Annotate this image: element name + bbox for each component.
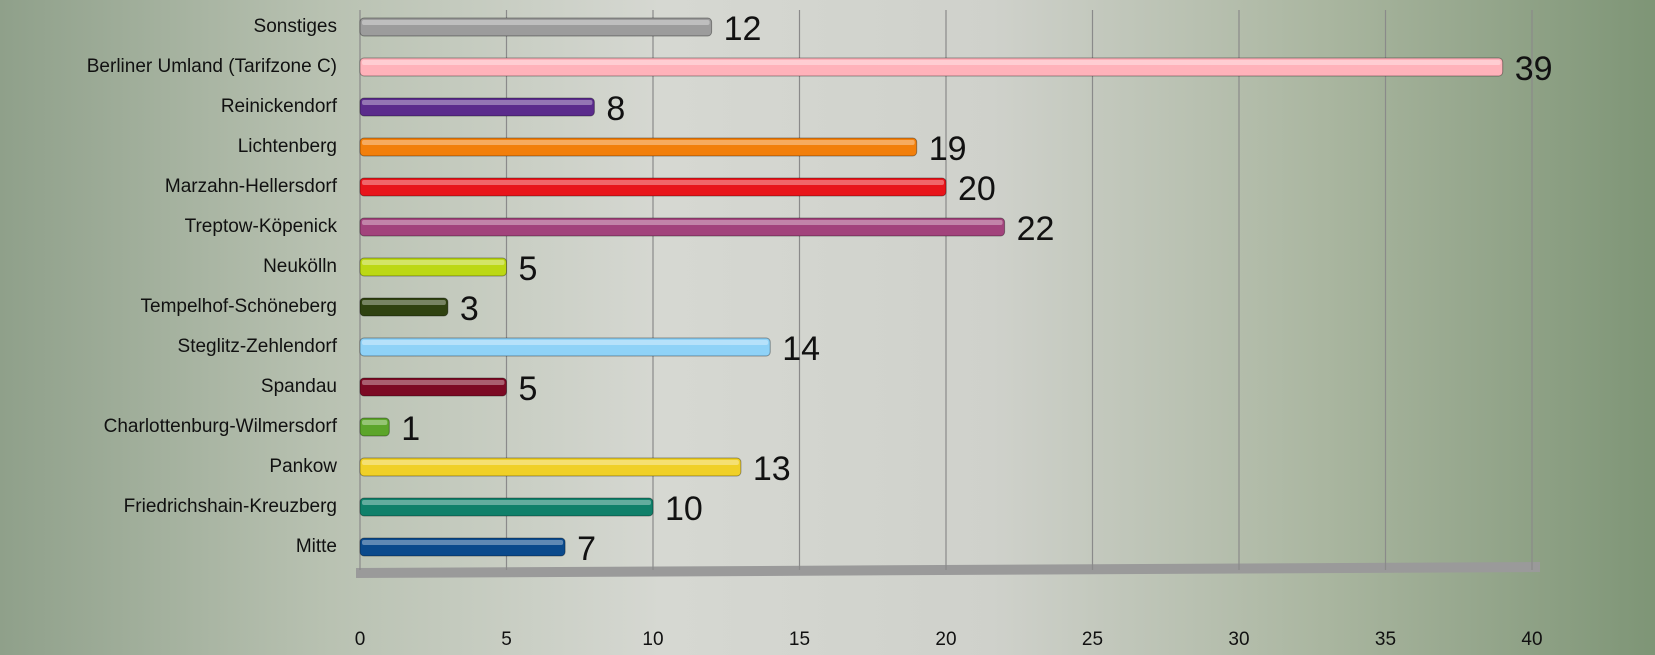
data-label: 14: [782, 330, 820, 368]
bar-highlight: [362, 460, 739, 465]
bar-highlight: [362, 340, 768, 345]
data-label: 22: [1017, 210, 1055, 248]
bar-highlight: [362, 540, 563, 545]
bar-highlight: [362, 100, 592, 105]
data-label: 10: [665, 490, 703, 528]
data-label: 7: [577, 530, 596, 568]
bar-highlight: [362, 20, 710, 25]
y-tick-label: Spandau: [261, 376, 337, 397]
y-tick-label: Pankow: [269, 456, 337, 477]
chart-container: 0510152025303540Mitte7Friedrichshain-Kre…: [0, 0, 1655, 655]
bar-highlight: [362, 140, 915, 145]
y-tick-label: Reinickendorf: [221, 96, 338, 117]
y-tick-label: Friedrichshain-Kreuzberg: [124, 496, 337, 517]
data-label: 12: [724, 10, 762, 48]
data-label: 1: [401, 410, 420, 448]
data-label: 19: [929, 130, 967, 168]
x-tick-label: 40: [1521, 629, 1542, 650]
bar-highlight: [362, 260, 505, 265]
y-tick-label: Charlottenburg-Wilmersdorf: [104, 416, 338, 437]
x-tick-label: 0: [355, 629, 366, 650]
data-label: 8: [606, 90, 625, 128]
y-tick-label: Neukölln: [263, 256, 337, 277]
bar-highlight: [362, 420, 387, 425]
bar-highlight: [362, 220, 1003, 225]
x-tick-label: 10: [642, 629, 663, 650]
data-label: 13: [753, 450, 791, 488]
x-tick-label: 25: [1082, 629, 1103, 650]
y-tick-label: Lichtenberg: [238, 136, 337, 157]
bar-highlight: [362, 380, 505, 385]
data-label: 5: [519, 250, 538, 288]
x-tick-label: 20: [935, 629, 956, 650]
x-tick-label: 5: [501, 629, 512, 650]
y-tick-label: Tempelhof-Schöneberg: [141, 296, 337, 317]
y-tick-label: Steglitz-Zehlendorf: [178, 336, 338, 357]
chart: 0510152025303540Mitte7Friedrichshain-Kre…: [0, 0, 1655, 655]
y-tick-label: Berliner Umland (Tarifzone C): [87, 56, 337, 77]
data-label: 20: [958, 170, 996, 208]
bar-highlight: [362, 500, 651, 505]
x-tick-label: 30: [1228, 629, 1249, 650]
bar-highlight: [362, 300, 446, 305]
axis-floor: [356, 562, 1540, 578]
x-tick-label: 35: [1375, 629, 1396, 650]
y-tick-label: Mitte: [296, 536, 337, 557]
x-tick-label: 15: [789, 629, 810, 650]
data-label: 39: [1515, 50, 1553, 88]
data-label: 5: [519, 370, 538, 408]
bar-highlight: [362, 60, 1501, 65]
bar-highlight: [362, 180, 944, 185]
data-label: 3: [460, 290, 479, 328]
y-tick-label: Marzahn-Hellersdorf: [165, 176, 338, 197]
y-tick-label: Treptow-Köpenick: [185, 216, 338, 237]
y-tick-label: Sonstiges: [254, 16, 337, 37]
